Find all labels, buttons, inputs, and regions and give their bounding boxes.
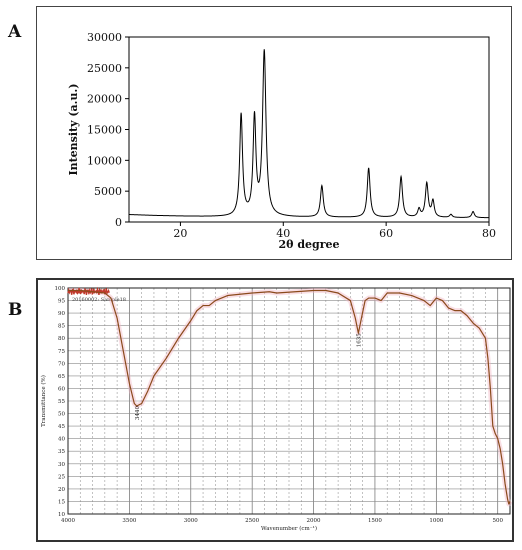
ftir-peak-annotation: 3440 [135,406,141,420]
ftir-y-tick-label: 15 [58,499,65,505]
ftir-y-tick-label: 85 [58,324,65,330]
xrd-x-tick-label: 60 [379,227,393,240]
ftir-x-tick-label: 2000 [307,518,321,524]
xrd-y-tick-label: 30000 [87,31,122,44]
ftir-x-axis-label: Wavenumber (cm⁻¹) [261,525,317,532]
panel-label-b: B [8,300,23,320]
ftir-y-axis-label: Transmittance (%) [40,375,47,427]
ftir-y-tick-label: 50 [58,412,65,418]
ftir-y-tick-label: 10 [58,512,65,518]
xrd-y-axis-label: Intensity (a.u.) [67,83,80,175]
ftir-x-tick-label: 2500 [245,518,259,524]
ftir-y-tick-label: 65 [58,374,65,380]
ftir-y-tick-label: 100 [55,286,66,292]
xrd-y-tick-label: 25000 [87,62,122,75]
xrd-y-tick-label: 10000 [87,154,122,167]
ftir-x-tick-label: 1500 [368,518,382,524]
ftir-y-tick-label: 75 [58,349,65,355]
ftir-x-tick-label: 3500 [122,518,136,524]
ftir-y-tick-label: 95 [58,299,65,305]
xrd-chart-panel: 0 5000 10000 15000 20000 25000 30000 20 40 60 80 2θ… [36,6,512,260]
ftir-plot-frame [67,287,511,515]
xrd-x-tick-label: 80 [482,227,496,240]
ftir-y-tick-label: 40 [58,437,65,443]
ftir-x-tick-label: 1000 [429,518,443,524]
ftir-y-tick-label: 90 [58,311,65,317]
ftir-x-tick-label: 4000 [61,518,75,524]
ftir-y-tick-label: 30 [58,462,65,468]
xrd-x-tick-label: 40 [276,227,290,240]
ftir-y-tick-label: 25 [58,474,65,480]
ftir-y-tick-label: 55 [58,399,65,405]
ftir-y-tick-label: 70 [58,361,65,367]
ftir-y-tick-label: 20 [58,487,65,493]
xrd-y-tick-label: 20000 [87,93,122,106]
ftir-x-tick-label: 3000 [184,518,198,524]
ftir-y-tick-label: 60 [58,386,65,392]
xrd-y-tick-label: 5000 [94,185,122,198]
xrd-series-line [128,49,489,219]
xrd-x-axis-label: 2θ degree [279,238,340,251]
xrd-y-tick-label: 15000 [87,124,122,137]
xrd-chart: 0 5000 10000 15000 20000 25000 30000 20 40 60 80 2θ… [67,31,496,251]
ftir-chart: 10 15 20 25 30 35 40 45 50 55 60 65 70 75 80 85 90 95 100 4… [40,286,512,532]
ftir-y-tick-label: 80 [58,336,65,342]
xrd-plot-frame [128,36,490,223]
ftir-x-tick-label: 500 [492,518,503,524]
ftir-series-line [68,289,511,505]
xrd-x-tick-label: 20 [173,227,187,240]
ftir-peak-annotation: 1635 [356,333,362,347]
ftir-y-tick-label: 45 [58,424,65,430]
ftir-legend-text: 20160002: Sample18 [72,297,126,303]
panel-label-a: A [8,22,22,42]
ftir-y-tick-label: 35 [58,449,65,455]
xrd-y-tick-label: 0 [115,216,122,229]
ftir-chart-panel: 10 15 20 25 30 35 40 45 50 55 60 65 70 75 80 85 90 95 100 4… [36,278,514,542]
